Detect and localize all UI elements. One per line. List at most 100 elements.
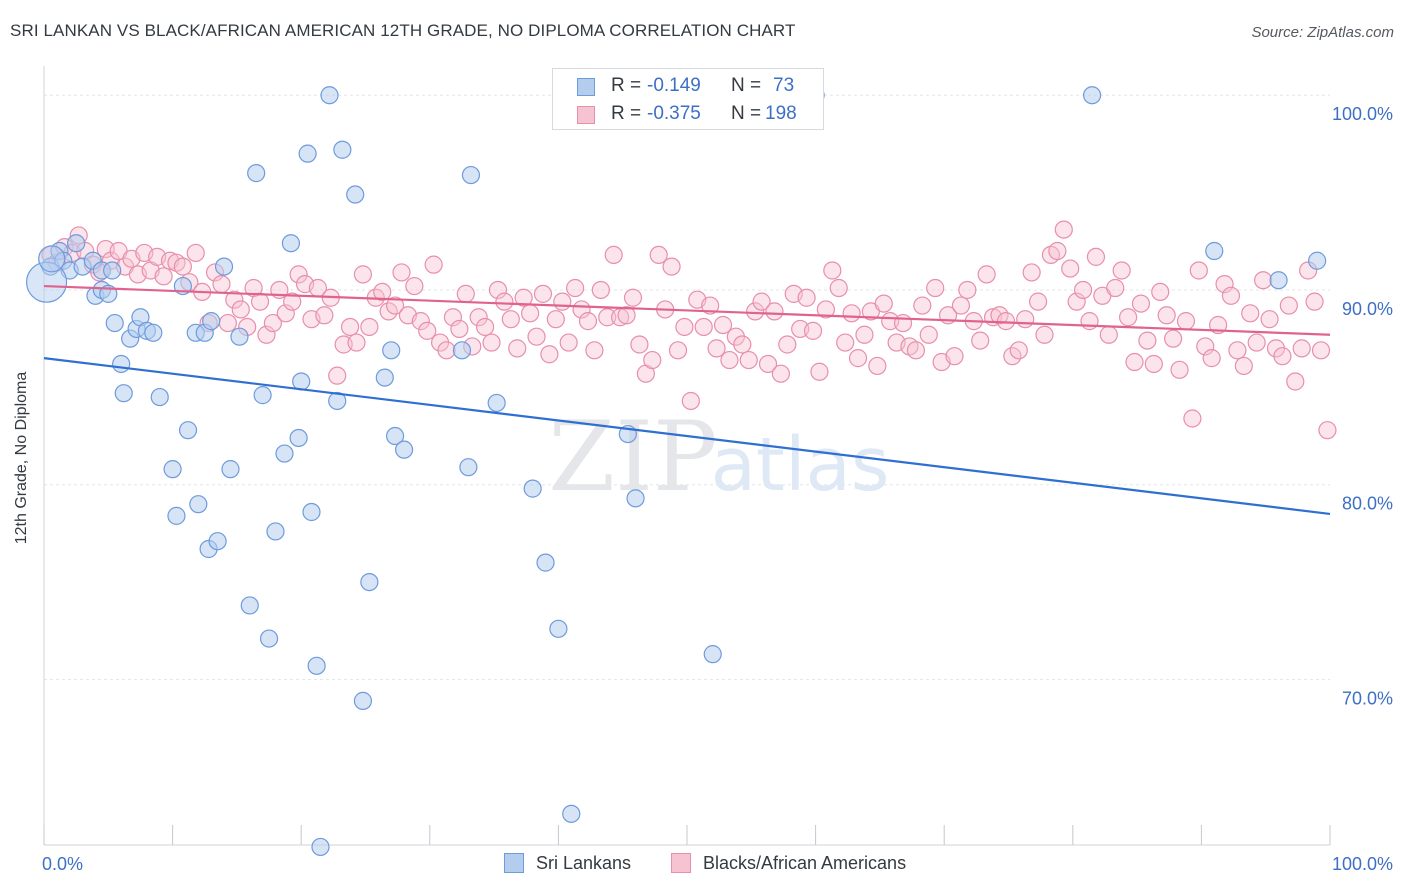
- data-point-blacks: [668, 341, 688, 360]
- data-point-blacks: [1164, 329, 1183, 348]
- watermark: ZIP atlas: [548, 401, 889, 513]
- data-point-blacks: [566, 278, 585, 298]
- data-point-blacks: [836, 333, 855, 352]
- data-point-sri-lankans: [523, 479, 542, 498]
- data-point-sri-lankans: [105, 313, 124, 333]
- data-point-blacks: [977, 265, 996, 284]
- data-point-blacks: [482, 333, 501, 352]
- data-point-blacks: [373, 282, 392, 302]
- data-point-sri-lankans: [289, 428, 308, 448]
- data-point-blacks: [810, 362, 829, 381]
- data-point-blacks: [546, 310, 565, 329]
- data-point-sri-lankans: [459, 458, 478, 477]
- data-point-blacks: [521, 304, 540, 323]
- data-point-sri-lankans: [247, 164, 266, 183]
- data-point-blacks: [289, 265, 308, 284]
- data-point-blacks: [173, 257, 192, 276]
- data-point-blacks: [823, 261, 842, 280]
- data-point-sri-lankans: [382, 341, 401, 360]
- data-point-blacks: [1196, 337, 1215, 356]
- data-point-blacks: [701, 296, 720, 315]
- data-point-blacks: [1118, 308, 1138, 327]
- data-point-blacks: [829, 278, 848, 298]
- data-point-blacks: [874, 294, 893, 313]
- gridlines: [44, 94, 1330, 680]
- data-point-blacks: [283, 292, 302, 311]
- data-point-blacks: [501, 310, 520, 329]
- data-point-blacks: [733, 335, 752, 354]
- data-point-blacks: [411, 312, 430, 331]
- data-point-blacks: [913, 296, 932, 315]
- data-point-blacks: [675, 317, 694, 337]
- data-point-blacks: [1228, 341, 1247, 360]
- data-point-sri-lankans: [150, 387, 169, 407]
- data-point-blacks: [1028, 292, 1048, 311]
- data-point-blacks: [585, 341, 604, 360]
- data-point-blacks: [424, 255, 443, 274]
- data-point-blacks: [1305, 292, 1324, 311]
- tick-labels: 70.0% 80.0% 90.0% 100.0% 0.0% 100.0%: [42, 104, 1393, 874]
- data-point-blacks: [1009, 341, 1028, 360]
- y-tick-label: 100.0%: [1332, 104, 1393, 124]
- data-point-sri-lankans: [67, 234, 86, 253]
- data-point-sri-lankans: [302, 502, 321, 522]
- data-point-blacks: [1080, 312, 1099, 331]
- data-point-sri-lankans: [307, 656, 326, 675]
- trend-line-blacks: [43, 284, 1331, 336]
- source-label: Source: ZipAtlas.com: [1251, 24, 1394, 41]
- data-point-blacks: [848, 349, 868, 368]
- data-point-blacks: [996, 312, 1016, 331]
- data-point-blacks: [1106, 278, 1125, 298]
- data-point-blacks: [855, 325, 874, 344]
- data-point-blacks: [475, 317, 495, 337]
- data-point-sri-lankans: [230, 327, 249, 346]
- data-point-blacks: [778, 335, 797, 354]
- data-point-blacks: [1254, 271, 1273, 290]
- data-point-blacks: [553, 292, 572, 311]
- data-point-blacks: [1215, 275, 1234, 294]
- data-point-sri-lankans: [259, 629, 279, 648]
- data-point-blacks: [1138, 331, 1157, 350]
- data-point-blacks: [797, 288, 816, 307]
- data-point-blacks: [527, 327, 546, 346]
- data-point-blacks: [385, 296, 405, 315]
- data-point-blacks: [604, 245, 623, 265]
- data-point-blacks: [225, 290, 244, 309]
- trend-lines: [43, 284, 1331, 516]
- stats-swatch-blue: [577, 78, 595, 96]
- data-point-sri-lankans: [103, 261, 122, 280]
- data-point-blacks: [1311, 341, 1331, 360]
- data-point-blacks: [945, 347, 964, 366]
- data-point-blacks: [1176, 312, 1196, 331]
- data-point-blacks: [508, 339, 527, 358]
- data-point-sri-lankans: [346, 185, 365, 204]
- data-point-sri-lankans: [298, 144, 317, 163]
- data-point-blacks: [713, 315, 733, 335]
- data-point-blacks: [758, 354, 778, 374]
- data-point-blacks: [771, 364, 790, 383]
- data-point-sri-lankans: [281, 234, 301, 253]
- data-point-blacks: [1286, 372, 1305, 391]
- data-point-blacks: [347, 333, 366, 352]
- data-point-blacks: [906, 341, 926, 360]
- r-label: R =: [611, 75, 642, 96]
- data-point-blacks: [893, 313, 913, 333]
- data-point-blacks: [154, 267, 173, 286]
- y-tick-label: 90.0%: [1342, 299, 1393, 319]
- data-point-sri-lankans: [320, 86, 339, 105]
- data-point-sri-lankans: [144, 323, 163, 342]
- data-point-sri-lankans: [333, 140, 352, 159]
- data-point-sri-lankans: [221, 460, 240, 479]
- stats-row-sri-lankans: R = -0.149 N = 73: [553, 73, 823, 101]
- data-point-blacks: [540, 345, 559, 364]
- data-point-blacks: [533, 284, 553, 303]
- data-point-blacks: [816, 300, 835, 319]
- data-point-blacks: [218, 313, 237, 333]
- data-point-sri-lankans: [189, 495, 208, 514]
- data-point-blacks: [643, 350, 662, 370]
- data-point-blacks: [746, 302, 765, 321]
- data-point-blacks: [186, 243, 205, 263]
- data-point-sri-lankans: [626, 489, 645, 508]
- data-point-sri-lankans: [375, 368, 394, 387]
- data-point-blacks: [1112, 261, 1131, 280]
